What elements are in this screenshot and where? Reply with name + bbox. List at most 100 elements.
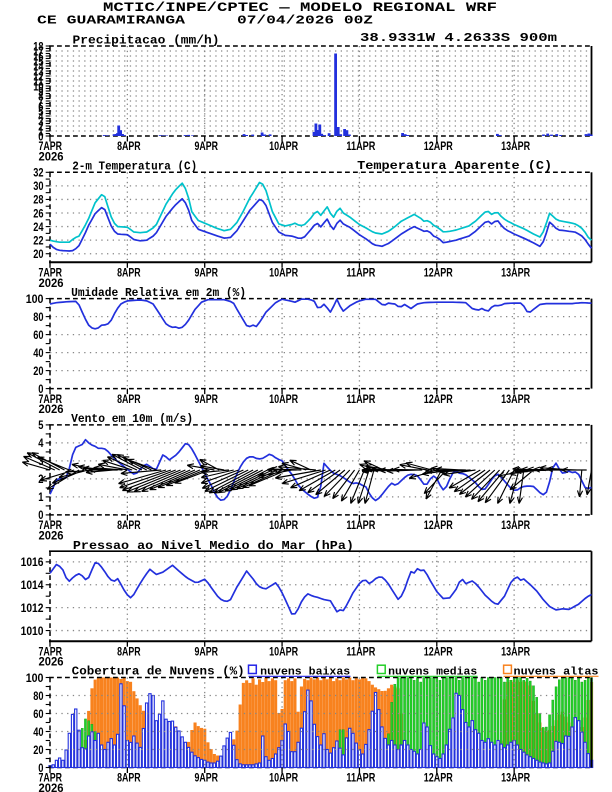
svg-text:16: 16	[33, 49, 43, 63]
svg-text:9APR: 9APR	[194, 266, 218, 280]
svg-text:CE GUARAMIRANGA: CE GUARAMIRANGA	[37, 14, 186, 28]
svg-text:12APR: 12APR	[424, 266, 453, 280]
svg-text:10APR: 10APR	[269, 392, 298, 406]
svg-text:12APR: 12APR	[424, 771, 453, 785]
svg-text:10APR: 10APR	[269, 771, 298, 785]
svg-text:40: 40	[33, 725, 43, 739]
svg-text:8: 8	[38, 89, 43, 103]
svg-text:11: 11	[33, 74, 43, 88]
svg-text:22: 22	[33, 233, 43, 247]
svg-text:12APR: 12APR	[424, 518, 453, 532]
svg-text:8APR: 8APR	[117, 644, 141, 658]
svg-text:07/04/2026 00Z: 07/04/2026 00Z	[237, 14, 373, 28]
svg-text:Pressao ao Nivel Medio do Mar: Pressao ao Nivel Medio do Mar (hPa)	[73, 539, 354, 553]
svg-text:7: 7	[38, 94, 43, 108]
svg-text:100: 100	[26, 292, 44, 306]
svg-text:nuvens baixas: nuvens baixas	[260, 666, 350, 678]
svg-text:nuvens altas: nuvens altas	[514, 666, 599, 678]
svg-text:11APR: 11APR	[346, 644, 375, 658]
svg-text:13APR: 13APR	[501, 518, 530, 532]
svg-text:0: 0	[38, 761, 43, 775]
svg-text:2-m Temperatura (C): 2-m Temperatura (C)	[72, 160, 197, 174]
svg-text:1014: 1014	[21, 578, 44, 592]
svg-text:8APR: 8APR	[117, 518, 141, 532]
svg-text:1: 1	[38, 490, 43, 504]
svg-text:4: 4	[38, 436, 43, 450]
svg-text:20: 20	[33, 743, 43, 757]
svg-text:60: 60	[33, 707, 43, 721]
svg-text:13APR: 13APR	[501, 266, 530, 280]
svg-text:13APR: 13APR	[501, 139, 530, 153]
svg-text:9APR: 9APR	[194, 771, 218, 785]
svg-text:8APR: 8APR	[117, 139, 141, 153]
svg-text:7APR: 7APR	[39, 266, 63, 280]
svg-text:Umidade Relativa em 2m (%): Umidade Relativa em 2m (%)	[71, 286, 246, 300]
svg-text:1: 1	[38, 124, 43, 138]
svg-text:2026: 2026	[39, 528, 64, 542]
svg-text:Temperatura Aparente (C): Temperatura Aparente (C)	[357, 159, 552, 173]
svg-text:11APR: 11APR	[346, 771, 375, 785]
svg-text:13APR: 13APR	[501, 771, 530, 785]
svg-text:20: 20	[33, 247, 43, 261]
svg-text:10: 10	[33, 79, 43, 93]
svg-text:9APR: 9APR	[194, 644, 218, 658]
svg-text:26: 26	[33, 206, 43, 220]
svg-text:2026: 2026	[39, 150, 64, 164]
svg-text:9APR: 9APR	[194, 518, 218, 532]
svg-text:30: 30	[33, 179, 43, 193]
svg-text:4: 4	[38, 109, 43, 123]
svg-text:13APR: 13APR	[501, 392, 530, 406]
svg-text:7APR: 7APR	[39, 771, 63, 785]
svg-text:7APR: 7APR	[39, 392, 63, 406]
svg-text:40: 40	[33, 346, 43, 360]
svg-text:38.9331W 4.2633S 900m: 38.9331W 4.2633S 900m	[360, 31, 557, 45]
svg-text:8APR: 8APR	[117, 266, 141, 280]
svg-text:13APR: 13APR	[501, 644, 530, 658]
svg-text:1012: 1012	[21, 601, 44, 615]
svg-text:0: 0	[38, 382, 43, 396]
svg-text:12: 12	[33, 69, 43, 83]
svg-text:8APR: 8APR	[117, 392, 141, 406]
svg-text:5: 5	[38, 418, 43, 432]
svg-text:13: 13	[33, 64, 43, 78]
svg-text:11APR: 11APR	[346, 518, 375, 532]
svg-text:12APR: 12APR	[424, 644, 453, 658]
svg-text:80: 80	[33, 689, 43, 703]
svg-text:10APR: 10APR	[269, 139, 298, 153]
svg-text:2026: 2026	[39, 781, 64, 792]
svg-text:MCTIC/INPE/CPTEC — MODELO REGI: MCTIC/INPE/CPTEC — MODELO REGIONAL WRF	[103, 1, 497, 15]
svg-text:7APR: 7APR	[39, 644, 63, 658]
svg-text:11APR: 11APR	[346, 392, 375, 406]
svg-text:80: 80	[33, 310, 43, 324]
svg-text:Precipitacao (mm/h): Precipitacao (mm/h)	[73, 34, 220, 48]
svg-text:Vento em 10m (m/s): Vento em 10m (m/s)	[71, 412, 193, 426]
svg-text:2026: 2026	[39, 276, 64, 290]
svg-text:10APR: 10APR	[269, 266, 298, 280]
svg-text:1016: 1016	[21, 555, 44, 569]
svg-text:0: 0	[38, 129, 43, 143]
svg-text:14: 14	[33, 59, 43, 73]
svg-text:15: 15	[33, 54, 43, 68]
svg-text:12APR: 12APR	[424, 392, 453, 406]
svg-text:7APR: 7APR	[39, 139, 63, 153]
svg-text:32: 32	[33, 166, 43, 180]
svg-text:12APR: 12APR	[424, 139, 453, 153]
svg-text:28: 28	[33, 193, 43, 207]
svg-text:18: 18	[33, 39, 43, 53]
svg-text:9APR: 9APR	[194, 392, 218, 406]
svg-text:2: 2	[38, 119, 43, 133]
svg-text:24: 24	[33, 220, 43, 234]
svg-text:10APR: 10APR	[269, 644, 298, 658]
svg-text:7APR: 7APR	[39, 518, 63, 532]
svg-text:0: 0	[38, 508, 43, 522]
svg-text:11APR: 11APR	[346, 266, 375, 280]
svg-text:17: 17	[33, 44, 43, 58]
svg-text:2026: 2026	[39, 655, 64, 669]
svg-text:8APR: 8APR	[117, 771, 141, 785]
svg-text:1010: 1010	[21, 624, 44, 638]
svg-text:nuvens medias: nuvens medias	[388, 666, 477, 678]
svg-text:3: 3	[38, 114, 43, 128]
svg-text:9: 9	[38, 84, 43, 98]
svg-text:2026: 2026	[39, 402, 64, 416]
svg-text:11APR: 11APR	[346, 139, 375, 153]
